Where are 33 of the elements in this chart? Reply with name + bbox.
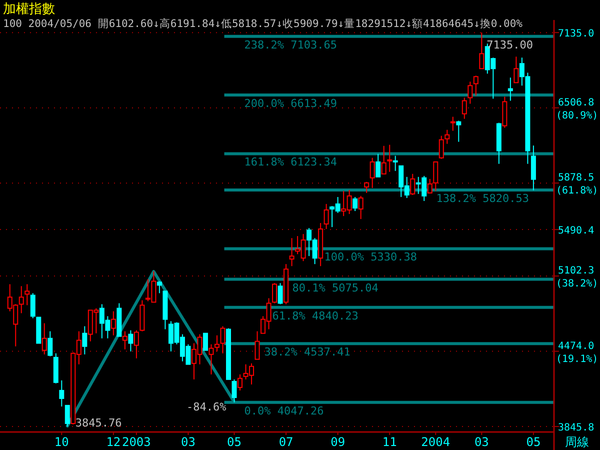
x-tick-label: 05: [227, 435, 242, 449]
ref-line-label: 61.8% 4840.23: [272, 309, 358, 322]
ref-line-label: 80.1% 5075.04: [292, 281, 379, 294]
x-tick-label: 11: [382, 435, 397, 449]
text: 周線: [565, 435, 589, 449]
ref-line-label: 38.2% 4537.41: [264, 346, 350, 359]
y-tick-label: 5102.3 (38.2%): [556, 266, 598, 290]
ref-line-label: 0.0% 4047.26: [244, 404, 324, 418]
ref-line-label: 138.2% 5820.53: [436, 192, 529, 206]
x-tick-label: 10: [54, 435, 69, 449]
chart-subtitle: 100 2004/05/06 開6102.60↓高6191.84↓低5818.57↓收5909.79↓量18291512↓額41864645↓換0.00%: [3, 17, 524, 30]
x-tick-label: 09: [330, 435, 346, 449]
x-tick-label: 03: [181, 435, 196, 449]
chart-title: 加權指數: [3, 2, 55, 17]
y-tick-label: 6506.8 (80.9%): [556, 97, 598, 122]
y-tick-label: 4474.0 (19.1%): [556, 340, 598, 365]
annotation: -84.6%: [186, 400, 227, 414]
x-tick-label: 2003: [122, 435, 151, 449]
x-tick-label: 05: [526, 435, 541, 449]
y-tick-label: 3845.8: [558, 422, 594, 434]
x-tick-label: 07: [278, 435, 294, 449]
ref-line-label: 100.0% 5330.38: [324, 250, 417, 264]
ref-line-label: 200.0% 6613.49: [244, 97, 337, 110]
x-tick-label: 12: [106, 435, 121, 449]
y-tick-label: 7135.0: [558, 28, 594, 40]
annotation: 7135.00: [486, 38, 534, 52]
x-tick-label: 2004: [421, 435, 450, 449]
x-tick-label: 03: [474, 435, 489, 449]
y-tick-label: 5878.5 (61.8%): [556, 172, 598, 197]
ref-line-label: 238.2% 7103.65: [244, 38, 337, 52]
ref-line-label: 161.8% 6123.34: [244, 156, 338, 169]
annotation: 3845.76: [75, 416, 122, 430]
y-tick-label: 5490.4: [558, 226, 594, 237]
